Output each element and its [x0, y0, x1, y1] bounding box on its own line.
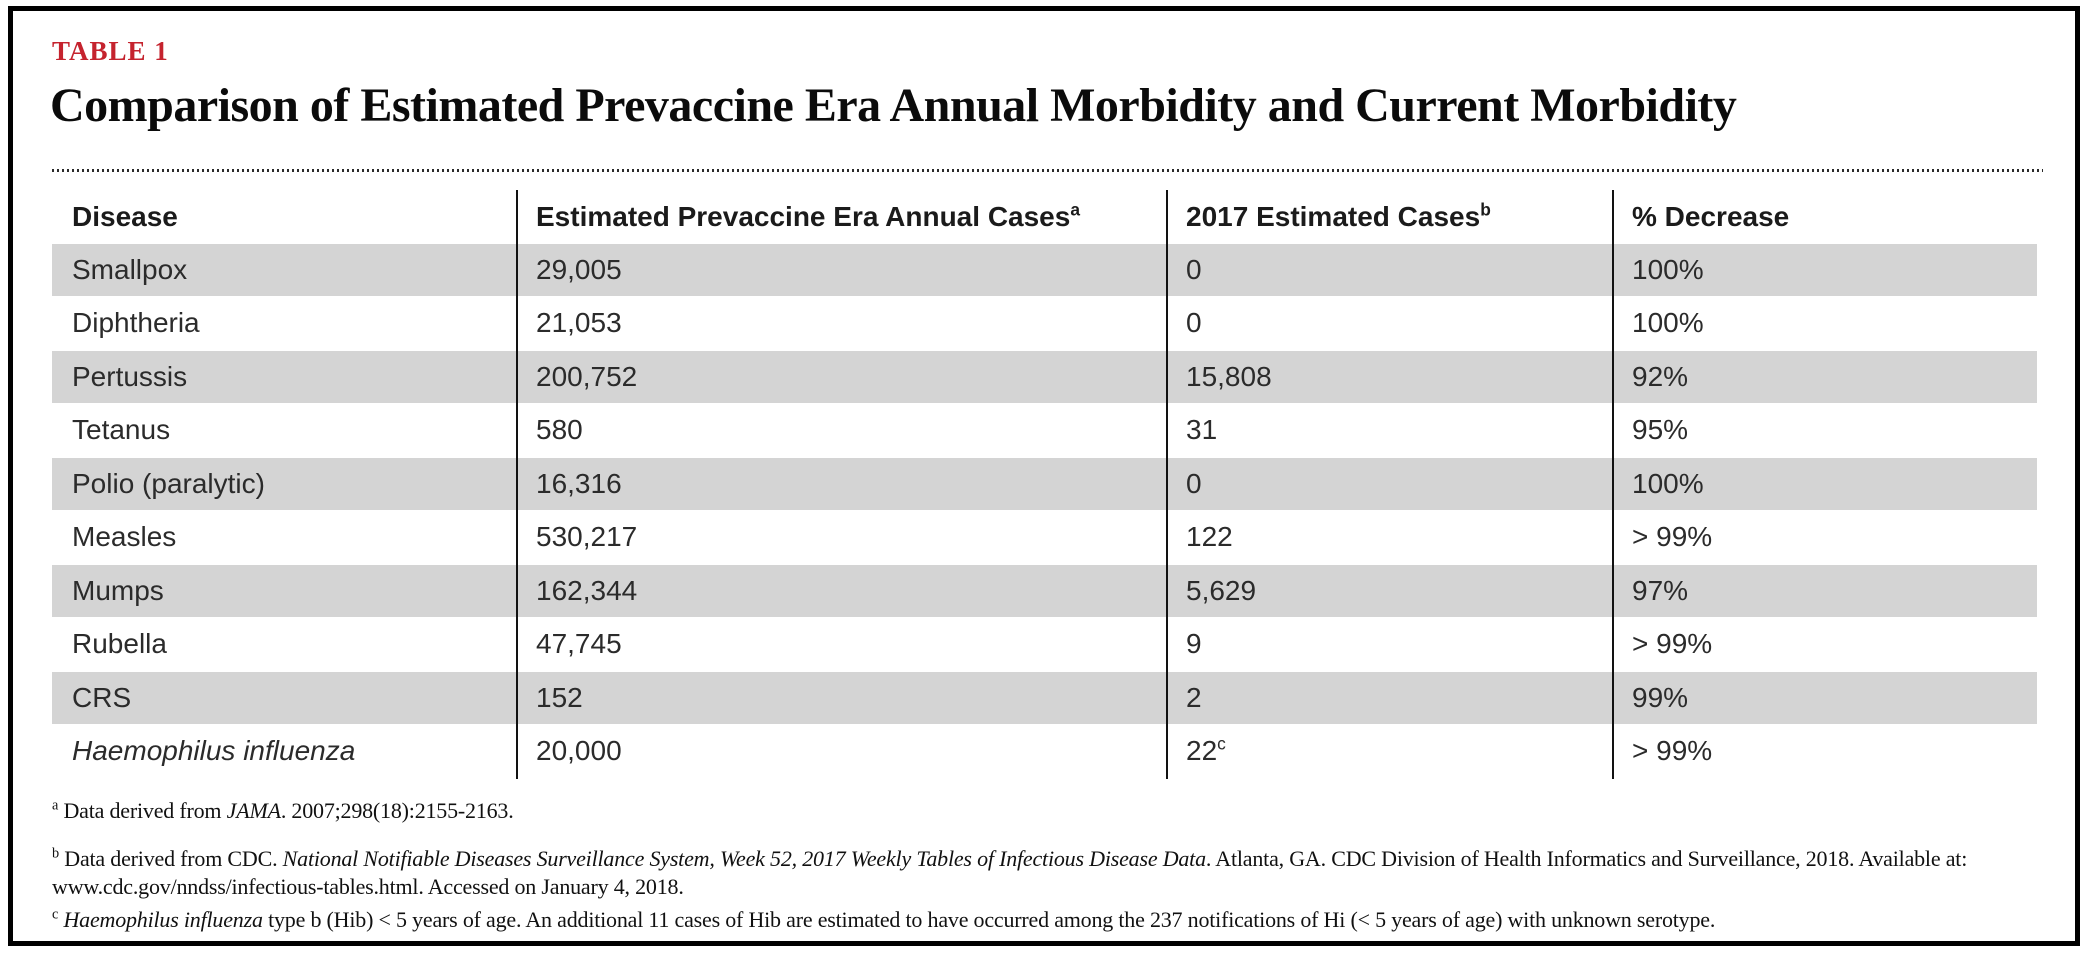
- footnote-marker-b: b: [52, 845, 59, 862]
- cell-2017-cases: 22c: [1186, 733, 1226, 767]
- table-header-row: Disease Estimated Prevaccine Era Annual …: [52, 190, 2037, 244]
- cell-pct-decrease: > 99%: [1632, 628, 1713, 660]
- cell-prevaccine-cases: 16,316: [536, 467, 622, 499]
- header-2017-cases: 2017 Estimated Casesb: [1186, 199, 1491, 232]
- table-body: Smallpox 29,005 0 100% Diphtheria 21,053 0 100%…: [52, 244, 2037, 779]
- cell-prevaccine-cases: 21,053: [536, 307, 622, 339]
- cell-disease: Haemophilus influenza: [72, 735, 356, 767]
- column-divider: [1612, 190, 1614, 779]
- cell-disease: Polio (paralytic): [72, 467, 265, 499]
- cell-2017-cases: 15,808: [1186, 360, 1272, 392]
- cell-prevaccine-cases: 162,344: [536, 574, 638, 606]
- footnote-ref-c: c: [1217, 733, 1226, 754]
- table-row: Tetanus 580 31 95%: [52, 405, 2037, 458]
- footnote-a: a Data derived from JAMA. 2007;298(18):2…: [52, 797, 514, 823]
- cell-2017-cases: 0: [1186, 307, 1202, 339]
- footnote-marker-c: c: [52, 906, 59, 923]
- cell-prevaccine-cases: 29,005: [536, 253, 622, 285]
- cell-2017-cases: 0: [1186, 253, 1202, 285]
- footnote-ref-a: a: [1070, 199, 1080, 220]
- column-divider: [516, 190, 518, 779]
- table-row: Mumps 162,344 5,629 97%: [52, 565, 2037, 619]
- header-pct-decrease: % Decrease: [1632, 201, 1790, 232]
- cell-prevaccine-cases: 152: [536, 681, 583, 713]
- cell-disease: CRS: [72, 681, 132, 713]
- table-row: Polio (paralytic) 16,316 0 100%: [52, 458, 2037, 512]
- cell-disease: Pertussis: [72, 360, 188, 392]
- cell-2017-cases: 31: [1186, 414, 1218, 446]
- cell-pct-decrease: > 99%: [1632, 735, 1713, 767]
- cell-pct-decrease: 99%: [1632, 681, 1689, 713]
- cell-pct-decrease: > 99%: [1632, 521, 1713, 553]
- cell-2017-cases: 122: [1186, 521, 1233, 553]
- cell-pct-decrease: 97%: [1632, 574, 1689, 606]
- table-row: Smallpox 29,005 0 100%: [52, 244, 2037, 298]
- table-kicker: TABLE 1: [52, 36, 169, 66]
- column-divider: [1166, 190, 1168, 779]
- cell-disease: Mumps: [72, 574, 164, 606]
- footnote-ref-b: b: [1480, 199, 1491, 220]
- cell-pct-decrease: 92%: [1632, 360, 1689, 392]
- footnote-c: c Haemophilus influenza type b (Hib) < 5…: [52, 906, 1716, 932]
- footnote-marker-a: a: [52, 797, 59, 814]
- header-prevaccine-cases: Estimated Prevaccine Era Annual Casesa: [536, 199, 1080, 232]
- cell-disease: Rubella: [72, 628, 167, 660]
- cell-2017-cases: 0: [1186, 467, 1202, 499]
- cell-pct-decrease: 95%: [1632, 414, 1689, 446]
- table-row: Measles 530,217 122 > 99%: [52, 512, 2037, 565]
- cell-2017-cases: 2: [1186, 681, 1202, 713]
- footnote-b: b Data derived from CDC. National Notifi…: [52, 845, 1968, 899]
- cell-pct-decrease: 100%: [1632, 467, 1704, 499]
- table-row: Haemophilus influenza 20,000 22c > 99%: [52, 726, 2037, 779]
- cell-prevaccine-cases: 580: [536, 414, 583, 446]
- cell-disease: Tetanus: [72, 414, 171, 446]
- cell-2017-cases: 9: [1186, 628, 1202, 660]
- cell-prevaccine-cases: 47,745: [536, 628, 622, 660]
- cell-pct-decrease: 100%: [1632, 253, 1704, 285]
- table-row: Diphtheria 21,053 0 100%: [52, 298, 2037, 351]
- cell-prevaccine-cases: 530,217: [536, 521, 638, 553]
- cell-disease: Diphtheria: [72, 307, 200, 339]
- cell-prevaccine-cases: 200,752: [536, 360, 638, 392]
- cell-disease: Measles: [72, 521, 177, 553]
- header-disease: Disease: [72, 201, 178, 232]
- morbidity-table: Disease Estimated Prevaccine Era Annual …: [52, 190, 2037, 779]
- dotted-divider: [52, 169, 2043, 172]
- cell-prevaccine-cases: 20,000: [536, 735, 622, 767]
- cell-2017-cases: 5,629: [1186, 574, 1257, 606]
- page-title: Comparison of Estimated Prevaccine Era A…: [50, 79, 1737, 132]
- table-row: Pertussis 200,752 15,808 92%: [52, 351, 2037, 405]
- table-row: CRS 152 2 99%: [52, 672, 2037, 726]
- cell-pct-decrease: 100%: [1632, 307, 1704, 339]
- table-row: Rubella 47,745 9 > 99%: [52, 619, 2037, 672]
- outer-border: [8, 6, 2080, 946]
- cell-disease: Smallpox: [72, 253, 188, 285]
